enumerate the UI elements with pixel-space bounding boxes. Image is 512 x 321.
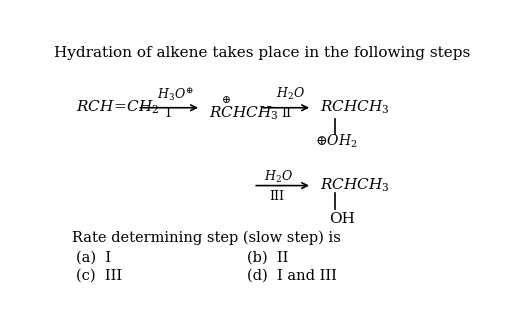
Text: $H_2O$: $H_2O$ <box>276 86 305 102</box>
Text: $R\overset{\oplus}{C}HCH_3$: $R\overset{\oplus}{C}HCH_3$ <box>209 94 279 122</box>
Text: (d)  I and III: (d) I and III <box>247 269 336 283</box>
Text: (b)  II: (b) II <box>247 250 288 264</box>
Text: $H_2O$: $H_2O$ <box>264 169 293 185</box>
Text: $RCHCH_3$: $RCHCH_3$ <box>320 99 390 117</box>
Text: $H_3O^{\oplus}$: $H_3O^{\oplus}$ <box>157 85 194 103</box>
Text: I: I <box>165 108 170 120</box>
Text: II: II <box>282 108 291 120</box>
Text: Rate determining step (slow step) is: Rate determining step (slow step) is <box>72 230 341 245</box>
Text: $RCHCH_3$: $RCHCH_3$ <box>320 177 390 194</box>
Text: III: III <box>269 190 285 203</box>
Text: OH: OH <box>329 212 354 226</box>
Text: (c)  III: (c) III <box>76 269 122 283</box>
Text: $RCH\!=\!CH_2$: $RCH\!=\!CH_2$ <box>76 99 159 117</box>
Text: (a)  I: (a) I <box>76 250 111 264</box>
Text: Hydration of alkene takes place in the following steps: Hydration of alkene takes place in the f… <box>54 46 471 60</box>
Text: $\oplus OH_2$: $\oplus OH_2$ <box>315 132 357 150</box>
